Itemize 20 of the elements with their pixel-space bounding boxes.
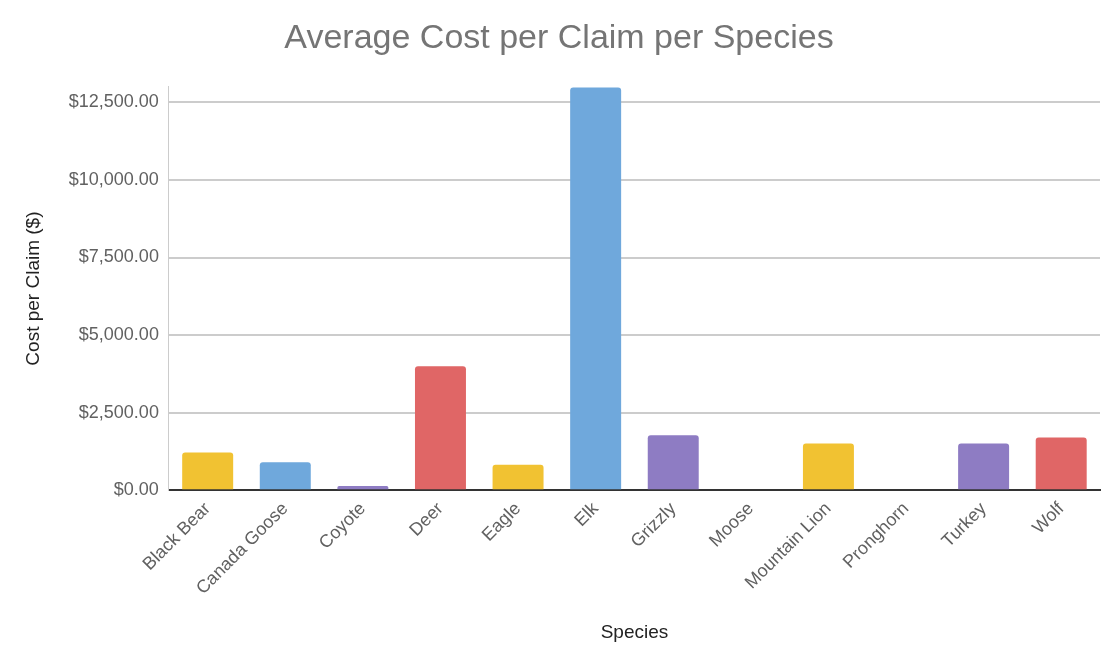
bar (182, 452, 234, 490)
y-tick-label: $7,500.00 (78, 246, 159, 267)
y-tick-label: $5,000.00 (78, 324, 159, 345)
y-tick-label: $12,500.00 (68, 91, 159, 112)
x-axis-title: Species (600, 620, 669, 642)
bar (259, 462, 311, 490)
bar (1035, 437, 1087, 490)
y-tick-label: $2,500.00 (78, 401, 159, 422)
y-tick-label: $0.00 (113, 479, 159, 500)
bar (958, 443, 1010, 490)
bar (802, 443, 854, 490)
y-axis-title: Cost per Claim ($) (21, 211, 43, 366)
x-tick-label: Elk (570, 497, 603, 530)
y-tick-label: $10,000.00 (68, 168, 159, 189)
bar (337, 485, 389, 490)
bar (414, 366, 466, 490)
bar (647, 435, 699, 490)
chart-title: Average Cost per Claim per Species (284, 16, 834, 55)
bar (570, 87, 622, 490)
bar (492, 464, 544, 490)
